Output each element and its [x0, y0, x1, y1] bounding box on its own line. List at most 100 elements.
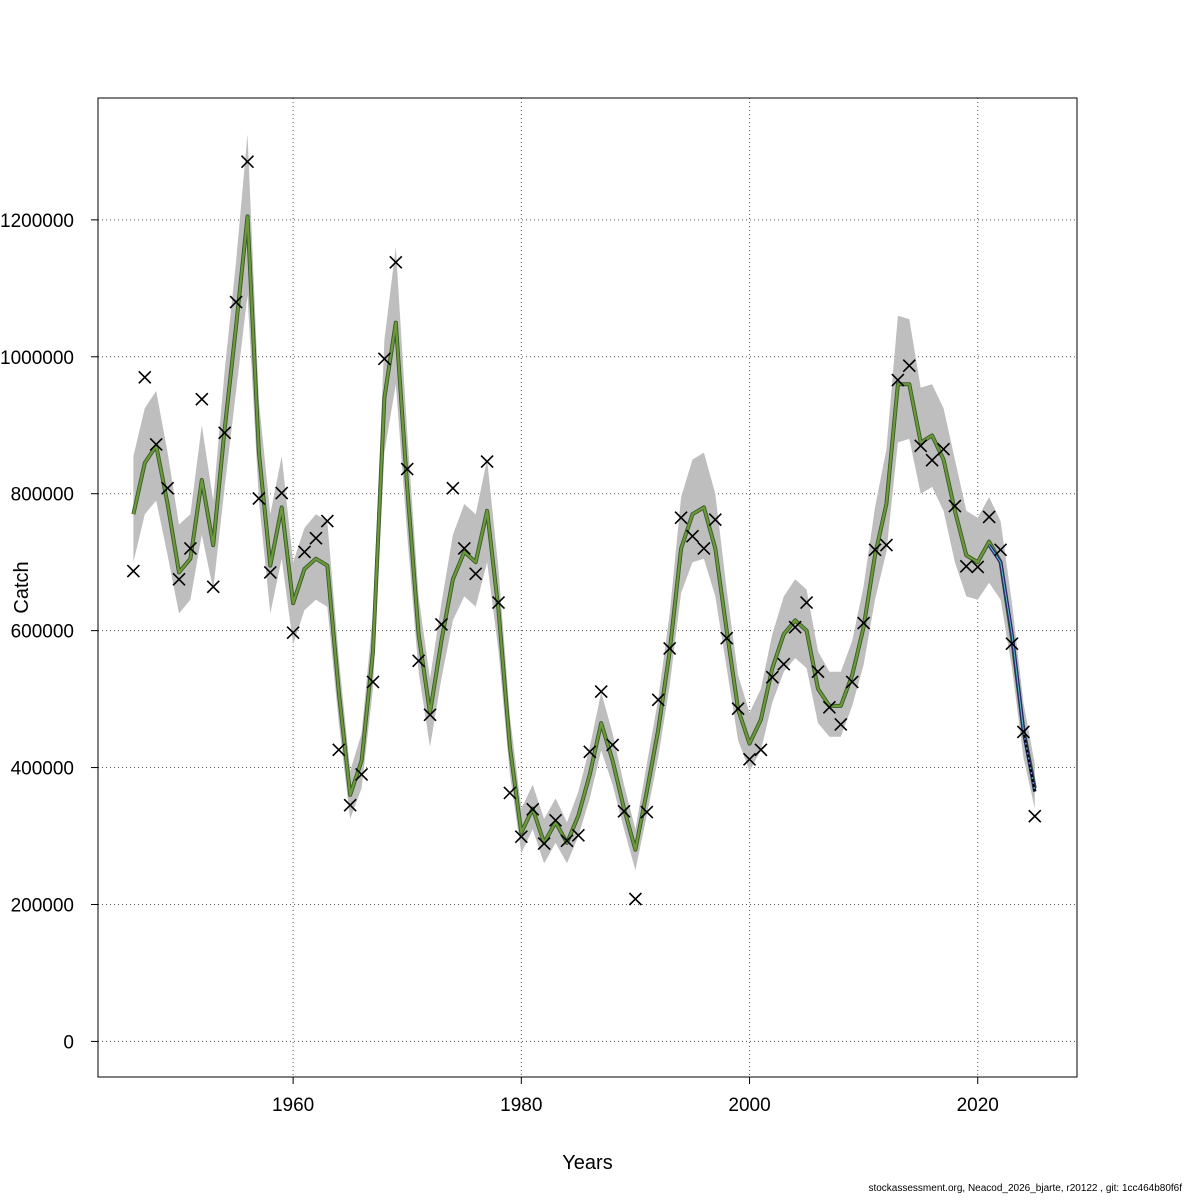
observed-point	[423, 708, 437, 722]
observed-point	[480, 454, 494, 469]
observed-point	[195, 392, 209, 406]
observed-point	[822, 700, 836, 714]
observed-point	[183, 541, 197, 556]
observed-point	[377, 352, 391, 366]
observed-point	[902, 359, 916, 373]
observed-point	[537, 836, 551, 851]
x-axis-title: Years	[562, 1152, 612, 1174]
observed-point	[1016, 725, 1030, 739]
x-tick-label: 2020	[957, 1095, 999, 1116]
y-axis-title: Catch	[11, 561, 33, 613]
x-tick-label: 2000	[728, 1095, 770, 1116]
observed-point	[857, 616, 871, 630]
observed-point	[959, 559, 973, 573]
y-tick-label: 0	[63, 1032, 74, 1053]
observed-point	[879, 538, 894, 552]
observed-point	[948, 499, 962, 513]
observed-point	[446, 481, 460, 495]
observed-point	[800, 595, 814, 610]
observed-point	[720, 631, 734, 645]
observed-point	[548, 813, 563, 827]
y-tick-label: 600000	[11, 622, 74, 643]
observed-catch-points	[126, 155, 1042, 906]
observed-point	[788, 620, 802, 634]
y-tick-label: 800000	[11, 485, 74, 506]
observed-point	[777, 657, 791, 671]
plot-frame	[97, 97, 1078, 1078]
observed-point	[663, 641, 677, 655]
x-tick-label: 1960	[272, 1095, 314, 1116]
observed-point	[845, 675, 859, 689]
observed-point	[355, 767, 369, 781]
observed-point	[936, 442, 951, 456]
observed-point	[389, 255, 403, 269]
observed-point	[571, 828, 585, 842]
observed-point	[275, 486, 289, 500]
observed-point	[206, 580, 220, 594]
observed-point	[457, 541, 471, 556]
observed-point	[172, 572, 186, 586]
fit-line	[132, 215, 1036, 851]
x-axis: 1960 1980 2000 2020	[272, 1077, 999, 1116]
observed-point	[685, 529, 700, 543]
y-tick-label: 400000	[11, 759, 74, 780]
observed-point	[868, 543, 882, 557]
observed-point	[343, 798, 357, 812]
observed-point	[697, 541, 711, 556]
observed-point	[708, 513, 722, 527]
observed-point	[754, 743, 768, 757]
observed-point	[161, 481, 175, 495]
observed-point	[765, 670, 779, 684]
observed-point	[583, 745, 597, 759]
observed-point	[674, 511, 688, 525]
footer-credit: stockassessment.org, Neacod_2026_bjarte,…	[868, 1183, 1182, 1194]
observed-point	[320, 514, 334, 528]
observed-point	[297, 545, 312, 559]
observed-point	[366, 675, 380, 689]
observed-point	[640, 805, 654, 819]
observed-point	[993, 543, 1008, 557]
y-tick-label: 1200000	[0, 211, 74, 232]
observed-point	[240, 155, 255, 169]
observed-point	[982, 510, 996, 524]
observed-point	[891, 373, 905, 387]
y-axis: 0 200000 400000 600000 800000 1000000 1200000	[0, 211, 98, 1053]
observed-point	[651, 693, 665, 707]
y-tick-label: 1000000	[0, 348, 74, 369]
observed-point	[229, 295, 243, 309]
projection-dashed-end	[1022, 729, 1036, 792]
observed-point	[126, 564, 140, 578]
observed-point	[971, 560, 985, 574]
observed-point	[503, 786, 517, 800]
confidence-band-area	[133, 134, 1035, 871]
observed-point	[834, 717, 848, 731]
observed-point	[218, 426, 232, 440]
observed-point	[811, 665, 825, 679]
x-tick-label: 1980	[500, 1095, 542, 1116]
observed-point	[252, 491, 266, 506]
observed-point	[263, 565, 277, 580]
observed-point	[412, 654, 426, 668]
observed-point	[742, 752, 757, 766]
observed-point	[628, 892, 642, 906]
observed-point	[469, 567, 483, 581]
observed-point	[286, 626, 300, 640]
observed-point	[514, 830, 528, 844]
observed-point	[309, 531, 323, 545]
y-tick-label: 200000	[11, 895, 74, 916]
observed-point	[914, 439, 928, 453]
fit-lines	[131, 214, 1037, 852]
observed-point	[606, 738, 620, 752]
observed-point	[149, 437, 163, 451]
observed-point	[617, 804, 631, 818]
observed-point	[925, 453, 939, 467]
observed-point	[560, 834, 574, 848]
confidence-band	[133, 134, 1035, 871]
observed-point	[526, 802, 540, 816]
observed-point	[491, 595, 506, 610]
fit-line-outline	[131, 214, 1037, 852]
observed-point	[400, 462, 414, 476]
observed-point	[1028, 809, 1042, 823]
observed-point	[138, 370, 152, 384]
